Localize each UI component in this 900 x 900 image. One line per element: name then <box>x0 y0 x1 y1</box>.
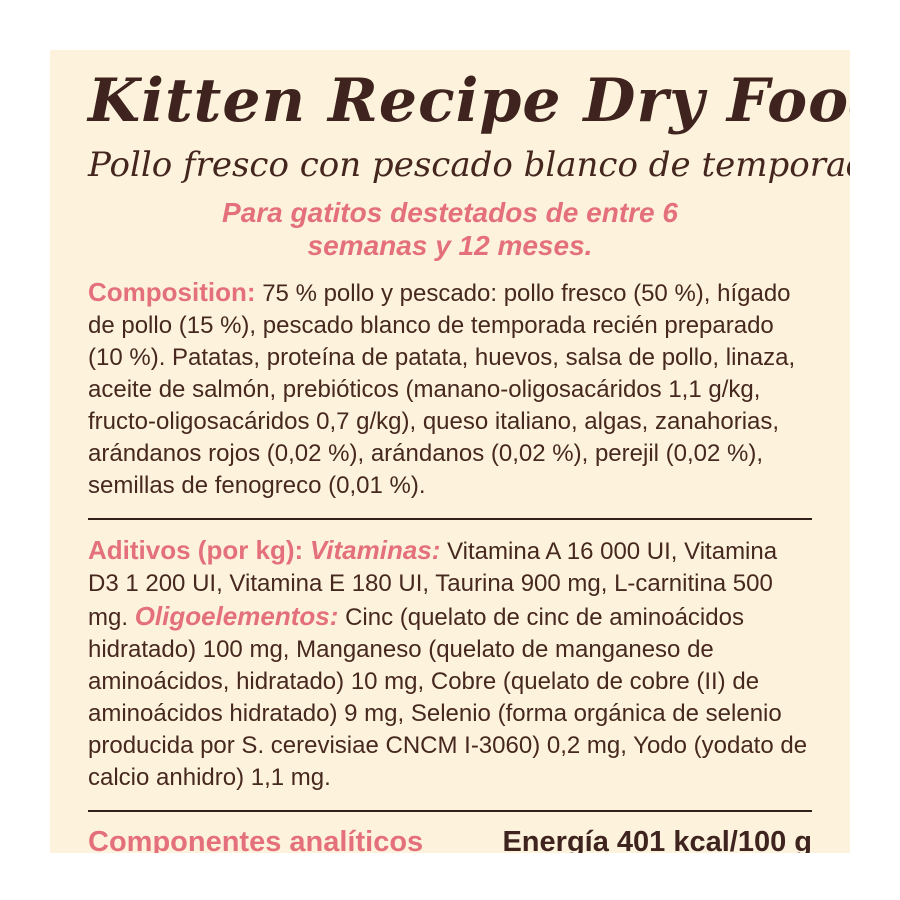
energy-value: Energía 401 kcal/100 g <box>502 826 812 853</box>
analytical-header-row: Componentes analíticos Energía 401 kcal/… <box>88 826 812 853</box>
composition-label: Composition: <box>88 277 256 307</box>
product-subtitle: Pollo fresco con pescado blanco de tempo… <box>88 145 850 185</box>
vitamins-label: Vitaminas: <box>309 535 441 565</box>
additives-label: Aditivos (por kg): <box>88 535 304 565</box>
product-label-card: Kitten Recipe Dry Food Pollo fresco con … <box>50 50 850 853</box>
audience-note-line1: Para gatitos destetados de entre 6 <box>222 197 678 228</box>
analytical-heading: Componentes analíticos <box>88 826 424 853</box>
trace-elements-label: Oligoelementos: <box>134 601 339 631</box>
composition-text: 75 % pollo y pescado: pollo fresco (50 %… <box>88 280 796 499</box>
trace-elements-text: Cinc (quelato de cinc de aminoácidos hid… <box>88 604 808 791</box>
divider-bottom <box>88 810 812 812</box>
composition-paragraph: Composition: 75 % pollo y pescado: pollo… <box>88 276 812 502</box>
audience-note: Para gatitos destetados de entre 6 seman… <box>88 196 812 262</box>
additives-paragraph: Aditivos (por kg): Vitaminas: Vitamina A… <box>88 534 812 794</box>
product-title: Kitten Recipe Dry Food <box>88 66 850 136</box>
divider-top <box>88 518 812 520</box>
audience-note-line2: semanas y 12 meses. <box>307 230 593 261</box>
vitamins-text: Vitamina A 16 000 UI, Vitamina D3 1 200 … <box>88 538 778 631</box>
